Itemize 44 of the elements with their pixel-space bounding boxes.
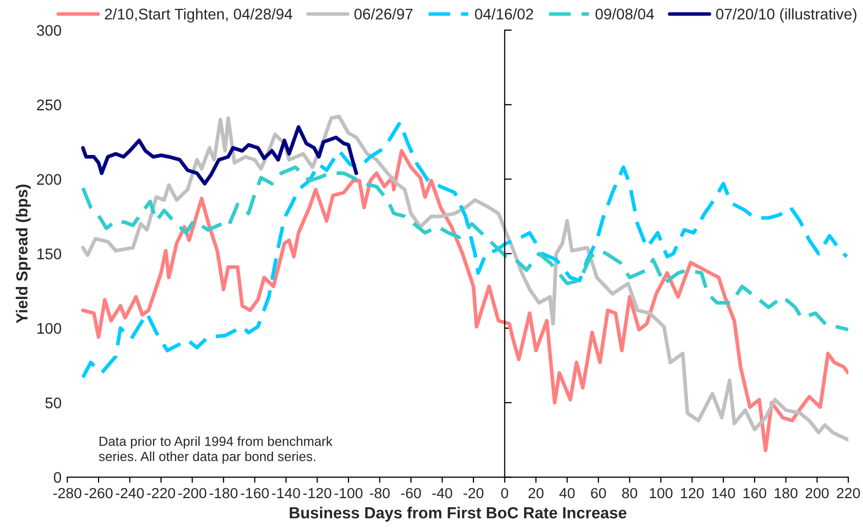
x-tick-label: 20 (528, 488, 544, 498)
x-tick-label: -180 (210, 488, 238, 498)
line-series (81, 165, 848, 332)
legend-label: 06/26/97 (354, 8, 413, 20)
legend-label: 07/20/10 (illustrative) (716, 8, 856, 23)
legend-label: 09/08/04 (596, 8, 654, 20)
x-tick-label: 120 (681, 488, 704, 498)
x-tick-label: -40 (432, 488, 452, 498)
line-series (81, 125, 358, 186)
y-tick-label: 300 (36, 25, 62, 36)
legend-label: 2/10,Start Tighten, 04/28/94 (104, 8, 292, 23)
x-tick-label: -160 (240, 488, 269, 498)
y-tick-label: 150 (37, 248, 62, 260)
line-series (81, 120, 848, 380)
x-tick-label: -240 (116, 488, 144, 498)
x-tick-label: 220 (836, 488, 860, 498)
x-tick-label: -80 (370, 488, 390, 498)
y-tick-label: 50 (45, 398, 62, 408)
y-tick-label: 0 (54, 472, 62, 483)
y-tick-label: 250 (37, 100, 62, 110)
x-tick-label: 100 (650, 488, 672, 498)
x-tick-label: -280 (53, 488, 82, 498)
annotation: Data prior to April 1994 from benchmark series. All other data par bond series. (98, 436, 333, 464)
x-tick-label: -20 (464, 488, 484, 498)
x-tick-label: -200 (178, 488, 206, 498)
x-tick-label: 80 (622, 488, 638, 498)
x-tick-label: 40 (559, 488, 575, 498)
x-tick-label: 160 (744, 488, 766, 498)
x-tick-label: -140 (272, 488, 300, 498)
x-axis-title: Business Days from First BoC Rate Increase (290, 506, 626, 522)
x-tick-label: -120 (303, 488, 332, 498)
x-tick-label: -60 (401, 488, 421, 498)
y-tick-label: 100 (37, 323, 62, 334)
y-tick-label: 200 (37, 174, 62, 185)
x-tick-label: 60 (591, 488, 606, 498)
x-tick-label: -220 (147, 488, 176, 498)
legend-label: 04/16/02 (474, 8, 534, 20)
x-tick-label: 140 (712, 488, 735, 498)
y-axis-title: Yield Spread (bps) (16, 184, 31, 324)
x-tick-label: -100 (334, 488, 363, 498)
x-tick-label: 180 (774, 488, 798, 498)
x-tick-label: 0 (501, 488, 508, 498)
x-tick-label: 200 (806, 488, 829, 498)
x-tick-label: -260 (84, 488, 113, 498)
